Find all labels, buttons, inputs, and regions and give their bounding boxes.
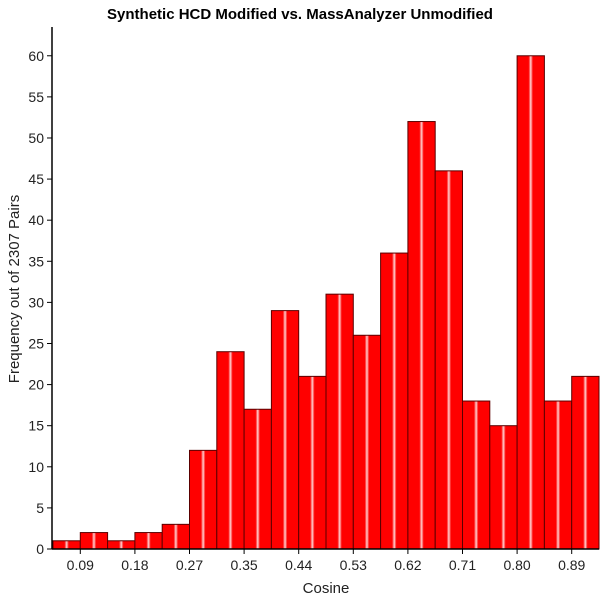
- histogram-bar: [380, 252, 409, 550]
- chart-title: Synthetic HCD Modified vs. MassAnalyzer …: [107, 6, 493, 23]
- x-tick-label: 0.44: [285, 557, 312, 573]
- y-axis-label: Frequency out of 2307 Pairs: [6, 195, 23, 383]
- x-tick-label: 0.09: [67, 557, 94, 573]
- y-tick-label: 30: [28, 294, 44, 310]
- y-tick-label: 15: [28, 418, 44, 434]
- histogram-bar: [298, 375, 327, 550]
- histogram-bar: [270, 310, 300, 550]
- histogram-bar: [107, 540, 136, 550]
- x-ticks-group: 0.09 0.18 0.27 0.35 0.44 0.53 0.62 0.71 0.80 0.89: [67, 549, 586, 573]
- y-tick-label: 55: [28, 89, 44, 105]
- y-tick-label: 35: [28, 253, 44, 269]
- histogram-bar: [571, 375, 600, 550]
- histogram-bar: [189, 449, 218, 550]
- y-ticks-group: 0 5 10 15 20 25 30 35 40 45 50 55 60: [28, 48, 52, 557]
- histogram-bar: [462, 400, 491, 550]
- x-tick-label: 0.62: [394, 557, 421, 573]
- y-tick-label: 20: [28, 377, 44, 393]
- histogram-bar: [325, 293, 354, 550]
- y-tick-label: 25: [28, 335, 44, 351]
- bars-group: [52, 55, 600, 550]
- x-tick-label: 0.27: [176, 557, 203, 573]
- y-tick-label: 0: [36, 541, 44, 557]
- y-tick-label: 45: [28, 171, 44, 187]
- x-tick-label: 0.53: [340, 557, 367, 573]
- histogram-bar: [243, 408, 272, 550]
- histogram-bar: [489, 425, 518, 550]
- histogram-bar: [543, 400, 573, 550]
- histogram-bar: [216, 351, 245, 550]
- histogram-bar: [434, 170, 464, 550]
- x-tick-label: 0.35: [230, 557, 257, 573]
- histogram-bar: [161, 523, 190, 550]
- y-tick-label: 50: [28, 130, 44, 146]
- histogram-bar: [516, 55, 545, 550]
- x-tick-label: 0.89: [558, 557, 585, 573]
- histogram-bar: [52, 540, 81, 550]
- x-tick-label: 0.18: [121, 557, 148, 573]
- x-tick-label: 0.71: [449, 557, 476, 573]
- x-axis-label: Cosine: [303, 580, 350, 597]
- y-tick-label: 60: [28, 48, 44, 64]
- y-tick-label: 40: [28, 212, 44, 228]
- histogram-bar: [407, 121, 436, 550]
- y-tick-label: 10: [28, 459, 44, 475]
- histogram-bar: [134, 532, 163, 550]
- histogram-bar: [79, 532, 109, 550]
- histogram-bar: [352, 334, 382, 550]
- y-tick-label: 5: [36, 500, 44, 516]
- x-tick-label: 0.80: [503, 557, 530, 573]
